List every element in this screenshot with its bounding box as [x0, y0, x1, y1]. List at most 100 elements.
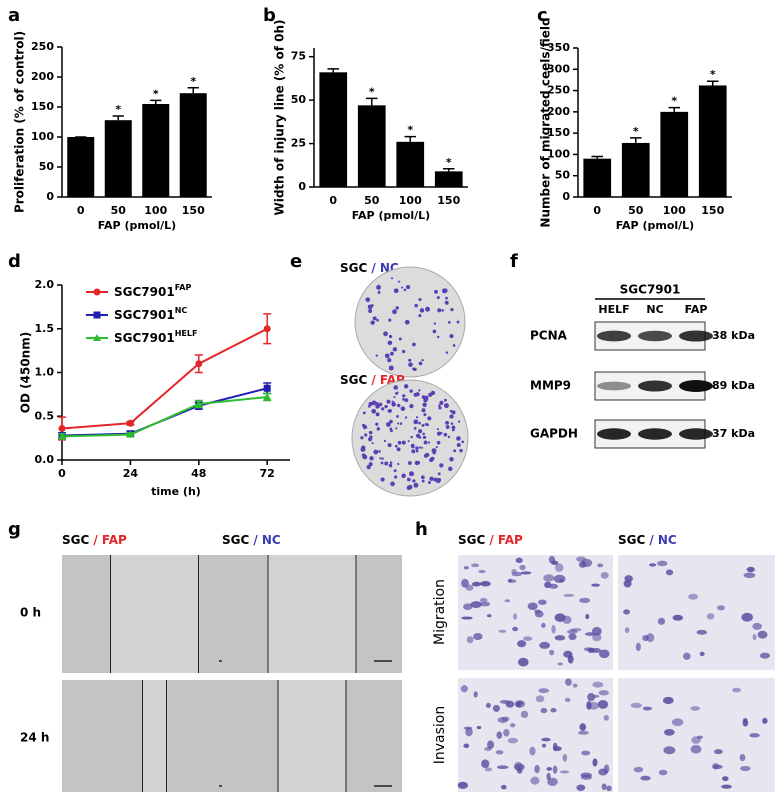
cell [534, 764, 540, 774]
cell [549, 583, 559, 589]
colony [365, 297, 371, 303]
bar [319, 72, 348, 187]
colony [413, 427, 417, 430]
x-tick-label: 150 [437, 194, 460, 207]
colony [430, 456, 435, 461]
y-tick-label: 0 [46, 190, 54, 203]
colony [393, 396, 396, 399]
colony [396, 447, 401, 452]
colony [418, 297, 422, 302]
cell [567, 654, 574, 664]
colony [386, 399, 391, 404]
colony [424, 395, 429, 400]
colony [364, 433, 368, 437]
colony [413, 392, 418, 397]
legend-superscript: HELF [175, 329, 198, 338]
error-bar [365, 97, 378, 106]
colony [393, 469, 397, 473]
y-tick-label: 100 [547, 147, 570, 160]
panel-letter: g [8, 519, 21, 540]
colony [376, 404, 379, 407]
band [638, 330, 672, 342]
cell [623, 609, 631, 615]
cell [470, 601, 482, 609]
colony [400, 406, 406, 411]
series-line [61, 327, 268, 430]
cell [550, 707, 557, 713]
colony [371, 442, 374, 445]
marker [263, 384, 271, 392]
cell [741, 612, 753, 622]
cell-name: SGC [222, 533, 249, 547]
colony [402, 394, 406, 398]
cell [656, 560, 668, 567]
colony [406, 477, 411, 482]
assay-label: Invasion [432, 706, 448, 765]
band [679, 428, 713, 440]
x-tick-label: 48 [191, 467, 206, 480]
bar [621, 142, 650, 197]
colony [409, 471, 415, 477]
colony [443, 403, 449, 409]
cell [479, 597, 488, 603]
colony [445, 420, 450, 425]
colony [422, 435, 427, 440]
error-bar [629, 137, 642, 143]
cell [484, 746, 492, 752]
cell [716, 605, 725, 611]
colony [388, 365, 394, 371]
cell [583, 647, 593, 652]
y-tick-label: 200 [31, 70, 54, 83]
bar [179, 93, 207, 197]
legend-superscript: NC [175, 306, 188, 315]
band [597, 381, 631, 391]
colony [427, 441, 431, 444]
cell [498, 629, 507, 633]
bar [434, 171, 463, 187]
x-tick-label: 100 [144, 204, 167, 217]
error-bar [668, 106, 681, 112]
cell [757, 630, 768, 639]
colony [388, 334, 393, 339]
error-bar [187, 87, 199, 94]
y-axis-label: OD (450nm) [19, 332, 33, 413]
group-name: / NC [649, 533, 677, 547]
cell [466, 636, 474, 644]
y-tick-label: 1.5 [35, 322, 55, 335]
colony [387, 408, 392, 413]
colony [368, 309, 373, 313]
cell [539, 641, 551, 649]
cell [552, 765, 558, 774]
bar [396, 141, 425, 187]
significance: * [369, 85, 375, 98]
colony [370, 304, 374, 307]
significance: * [115, 103, 121, 116]
colony [438, 406, 442, 410]
colony [401, 440, 406, 445]
cell [499, 700, 510, 704]
cell [514, 763, 525, 771]
transwell-image [618, 555, 775, 670]
cell [646, 633, 655, 643]
protein-label: MMP9 [530, 379, 571, 393]
colony [398, 337, 402, 341]
colony [378, 450, 381, 453]
cell [598, 690, 609, 696]
cell [471, 563, 480, 568]
blot-title: SGC7901 [620, 283, 681, 297]
colony [425, 452, 429, 457]
colony [461, 440, 464, 444]
cell [473, 632, 483, 641]
dish [354, 266, 466, 378]
legend-name: SGC7901 [114, 285, 175, 299]
colony [418, 389, 421, 392]
cell-name: SGC [340, 373, 367, 387]
panel-letter: a [8, 5, 20, 26]
x-axis-label: FAP (pmol/L) [352, 209, 430, 222]
colony [406, 485, 412, 491]
cell [554, 635, 566, 641]
cell [690, 744, 702, 754]
colony [381, 457, 384, 460]
colony [388, 318, 392, 322]
